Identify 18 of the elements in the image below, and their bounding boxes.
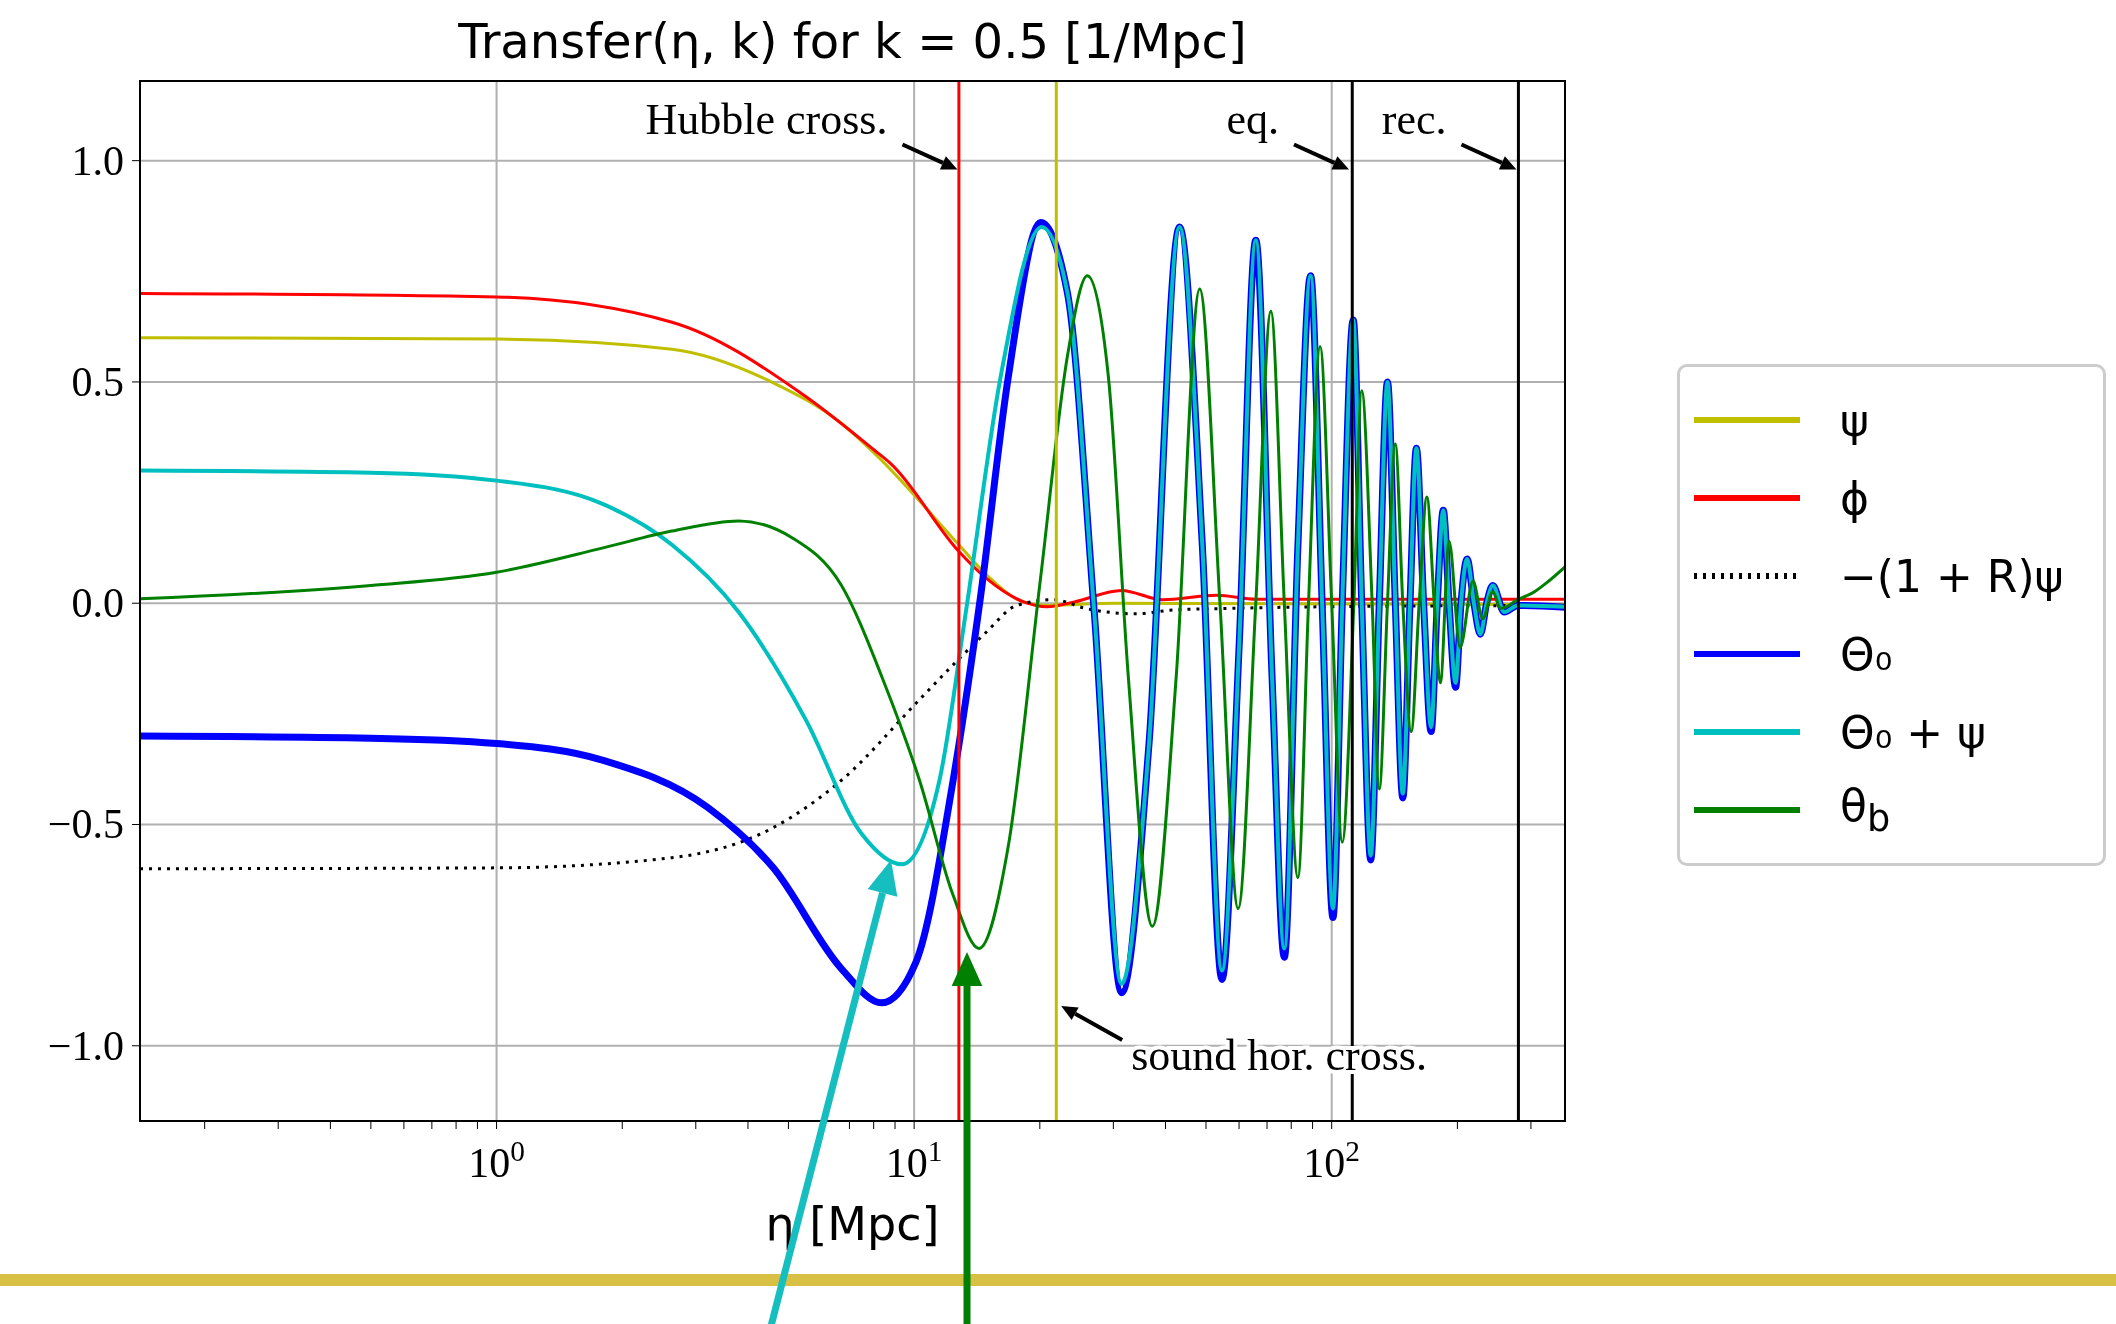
y-tick-label: −1.0 [47, 1022, 124, 1069]
annotation: Hubble cross. [645, 94, 888, 144]
x-tick-label: 10$^{2}$ [1303, 1135, 1361, 1186]
annotation: eq. [1226, 94, 1279, 144]
legend-label: Θ₀ + ψ [1840, 706, 1987, 758]
y-tick-label: 1.0 [71, 137, 124, 184]
legend-label: ϕ [1840, 472, 1870, 524]
legend-label: Θ₀ [1840, 628, 1893, 680]
x-tick-label: 10$^{0}$ [468, 1135, 525, 1186]
legend-label: ψ [1840, 394, 1870, 446]
annotation: rec. [1381, 94, 1447, 144]
legend-label: θ$_{b}$ [1840, 780, 1891, 840]
y-tick-label: −0.5 [47, 801, 124, 848]
chart-title: Transfer(η, k) for k = 0.5 [1/Mpc] [457, 13, 1247, 69]
y-tick-label: 0.5 [71, 358, 124, 405]
legend-label: −(1 + R)ψ [1840, 550, 2064, 602]
x-tick-label: 10$^{1}$ [885, 1135, 943, 1186]
y-tick-label: 0.0 [71, 580, 124, 627]
